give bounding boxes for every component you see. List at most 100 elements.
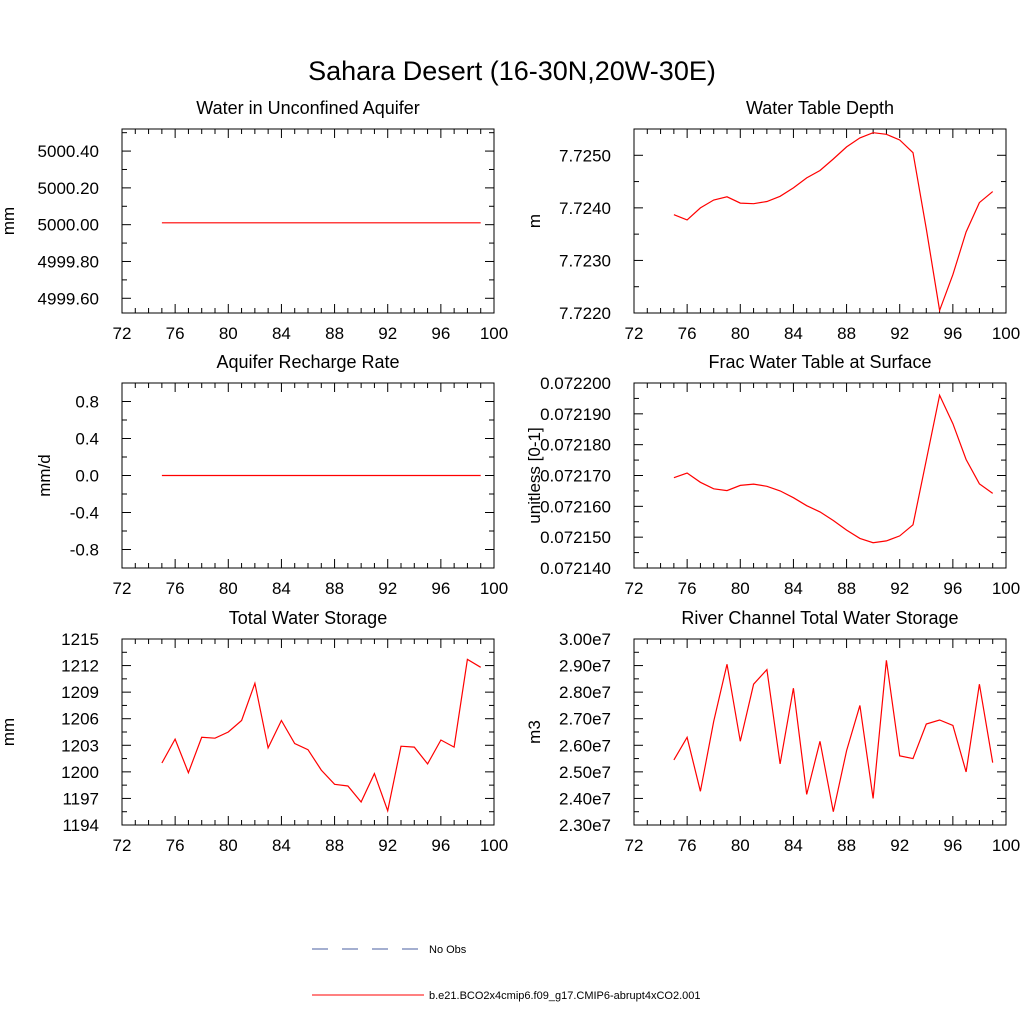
y-tick-label: 7.7230 <box>559 251 611 270</box>
x-tick-label: 100 <box>480 579 508 598</box>
y-tick-label: 0.0 <box>75 467 99 486</box>
panels: Water in Unconfined Aquifer 72 76 80 84 88 92 9… <box>0 98 1020 855</box>
x-tick-label: 84 <box>272 836 291 855</box>
x-tick-label: 76 <box>678 579 697 598</box>
panel-title: River Channel Total Water Storage <box>681 608 958 628</box>
x-tick-label: 72 <box>113 836 132 855</box>
y-tick-label: 1203 <box>61 736 99 755</box>
x-tick-label: 72 <box>625 579 644 598</box>
y-tick-label: 7.7250 <box>559 146 611 165</box>
plot-frame <box>633 128 1007 314</box>
y-tick-label: 5000.00 <box>38 216 99 235</box>
x-tick-label: 80 <box>731 579 750 598</box>
x-tick-label: 88 <box>837 324 856 343</box>
y-tick-label: 0.072170 <box>540 467 611 486</box>
x-tick-label: 92 <box>378 836 397 855</box>
y-tick-label: 2.60e7 <box>559 736 611 755</box>
x-tick-label: 100 <box>480 324 508 343</box>
y-tick-label: 0.072150 <box>540 528 611 547</box>
legend-model-label: b.e21.BCO2x4cmip6.f09_g17.CMIP6-abrupt4x… <box>429 990 701 1002</box>
panel-title: Frac Water Table at Surface <box>708 352 931 372</box>
x-tick-label: 92 <box>890 579 909 598</box>
x-tick-label: 92 <box>378 324 397 343</box>
x-tick-label: 100 <box>992 836 1020 855</box>
plot-frame <box>633 638 1007 826</box>
y-tick-label: 2.30e7 <box>559 816 611 835</box>
legend-obs-label: No Obs <box>429 944 467 956</box>
y-axis-label: m3 <box>525 720 544 744</box>
panel-title: Aquifer Recharge Rate <box>216 352 399 372</box>
x-tick-label: 96 <box>431 836 450 855</box>
x-tick-label: 72 <box>625 324 644 343</box>
x-tick-label: 76 <box>678 836 697 855</box>
panel-1: Water in Unconfined Aquifer 72 76 80 84 88 92 9… <box>0 98 508 343</box>
x-tick-label: 92 <box>378 579 397 598</box>
x-tick-label: 84 <box>784 836 803 855</box>
plot-frame <box>121 128 495 314</box>
x-tick-label: 96 <box>943 579 962 598</box>
plot-frame <box>121 638 495 826</box>
x-tick-label: 80 <box>219 324 238 343</box>
x-tick-label: 100 <box>480 836 508 855</box>
x-tick-label: 96 <box>431 579 450 598</box>
y-tick-label: 1194 <box>62 816 99 835</box>
x-tick-label: 76 <box>166 836 185 855</box>
y-tick-label: 1206 <box>61 710 99 729</box>
x-tick-label: 88 <box>837 836 856 855</box>
x-tick-label: 76 <box>678 324 697 343</box>
x-tick-label: 72 <box>625 836 644 855</box>
series-line <box>161 658 482 814</box>
x-tick-label: 88 <box>325 579 344 598</box>
x-tick-label: 88 <box>325 324 344 343</box>
y-tick-label: 2.80e7 <box>559 683 611 702</box>
y-tick-label: 1212 <box>61 657 99 676</box>
y-axis-label: m <box>525 214 544 228</box>
panel-4: Frac Water Table at Surface 72 76 80 84 88 92 9… <box>525 352 1020 598</box>
y-tick-label: 2.40e7 <box>559 789 611 808</box>
x-tick-label: 96 <box>943 836 962 855</box>
x-tick-label: 72 <box>113 324 132 343</box>
y-tick-label: 5000.20 <box>38 179 99 198</box>
y-tick-label: -0.8 <box>70 541 99 560</box>
y-tick-label: 1209 <box>61 683 99 702</box>
x-tick-label: 84 <box>272 579 291 598</box>
x-tick-label: 80 <box>731 324 750 343</box>
y-axis-label: mm/d <box>35 454 54 497</box>
y-tick-label: 0.072180 <box>540 436 611 455</box>
y-axis-label: unitless [0-1] <box>525 427 544 523</box>
panel-5: Total Water Storage 72 76 80 84 88 92 96 100 1194… <box>0 608 508 855</box>
y-tick-label: 1197 <box>62 789 99 808</box>
panel-title: Total Water Storage <box>229 608 387 628</box>
y-tick-label: 4999.80 <box>38 252 99 271</box>
series-line <box>673 660 994 812</box>
y-tick-label: 0.8 <box>75 393 99 412</box>
panel-title: Water in Unconfined Aquifer <box>196 98 419 118</box>
y-axis-label: mm <box>0 207 18 235</box>
y-tick-label: -0.4 <box>70 504 99 523</box>
x-tick-label: 84 <box>784 579 803 598</box>
y-tick-label: 7.7220 <box>559 304 611 323</box>
series-line <box>673 393 994 544</box>
series-line <box>673 132 994 313</box>
x-tick-label: 96 <box>431 324 450 343</box>
main-title: Sahara Desert (16-30N,20W-30E) <box>308 56 716 86</box>
x-tick-label: 92 <box>890 836 909 855</box>
y-tick-label: 0.072190 <box>540 405 611 424</box>
x-tick-label: 88 <box>325 836 344 855</box>
panel-3: Aquifer Recharge Rate 72 76 80 84 88 92 96 100 -0… <box>35 352 508 598</box>
y-tick-label: 2.70e7 <box>559 710 611 729</box>
y-tick-label: 0.072140 <box>540 559 611 578</box>
panel-2: Water Table Depth 72 76 80 84 88 92 96 100 7.7220… <box>525 98 1020 343</box>
y-tick-label: 2.90e7 <box>559 657 611 676</box>
x-tick-label: 76 <box>166 324 185 343</box>
y-tick-label: 2.50e7 <box>559 763 611 782</box>
x-tick-label: 76 <box>166 579 185 598</box>
x-tick-label: 84 <box>784 324 803 343</box>
x-tick-label: 72 <box>113 579 132 598</box>
y-tick-label: 0.072160 <box>540 497 611 516</box>
y-tick-label: 0.4 <box>75 430 99 449</box>
x-tick-label: 92 <box>890 324 909 343</box>
y-tick-label: 5000.40 <box>38 142 99 161</box>
y-tick-label: 3.00e7 <box>559 630 611 649</box>
x-tick-label: 80 <box>731 836 750 855</box>
